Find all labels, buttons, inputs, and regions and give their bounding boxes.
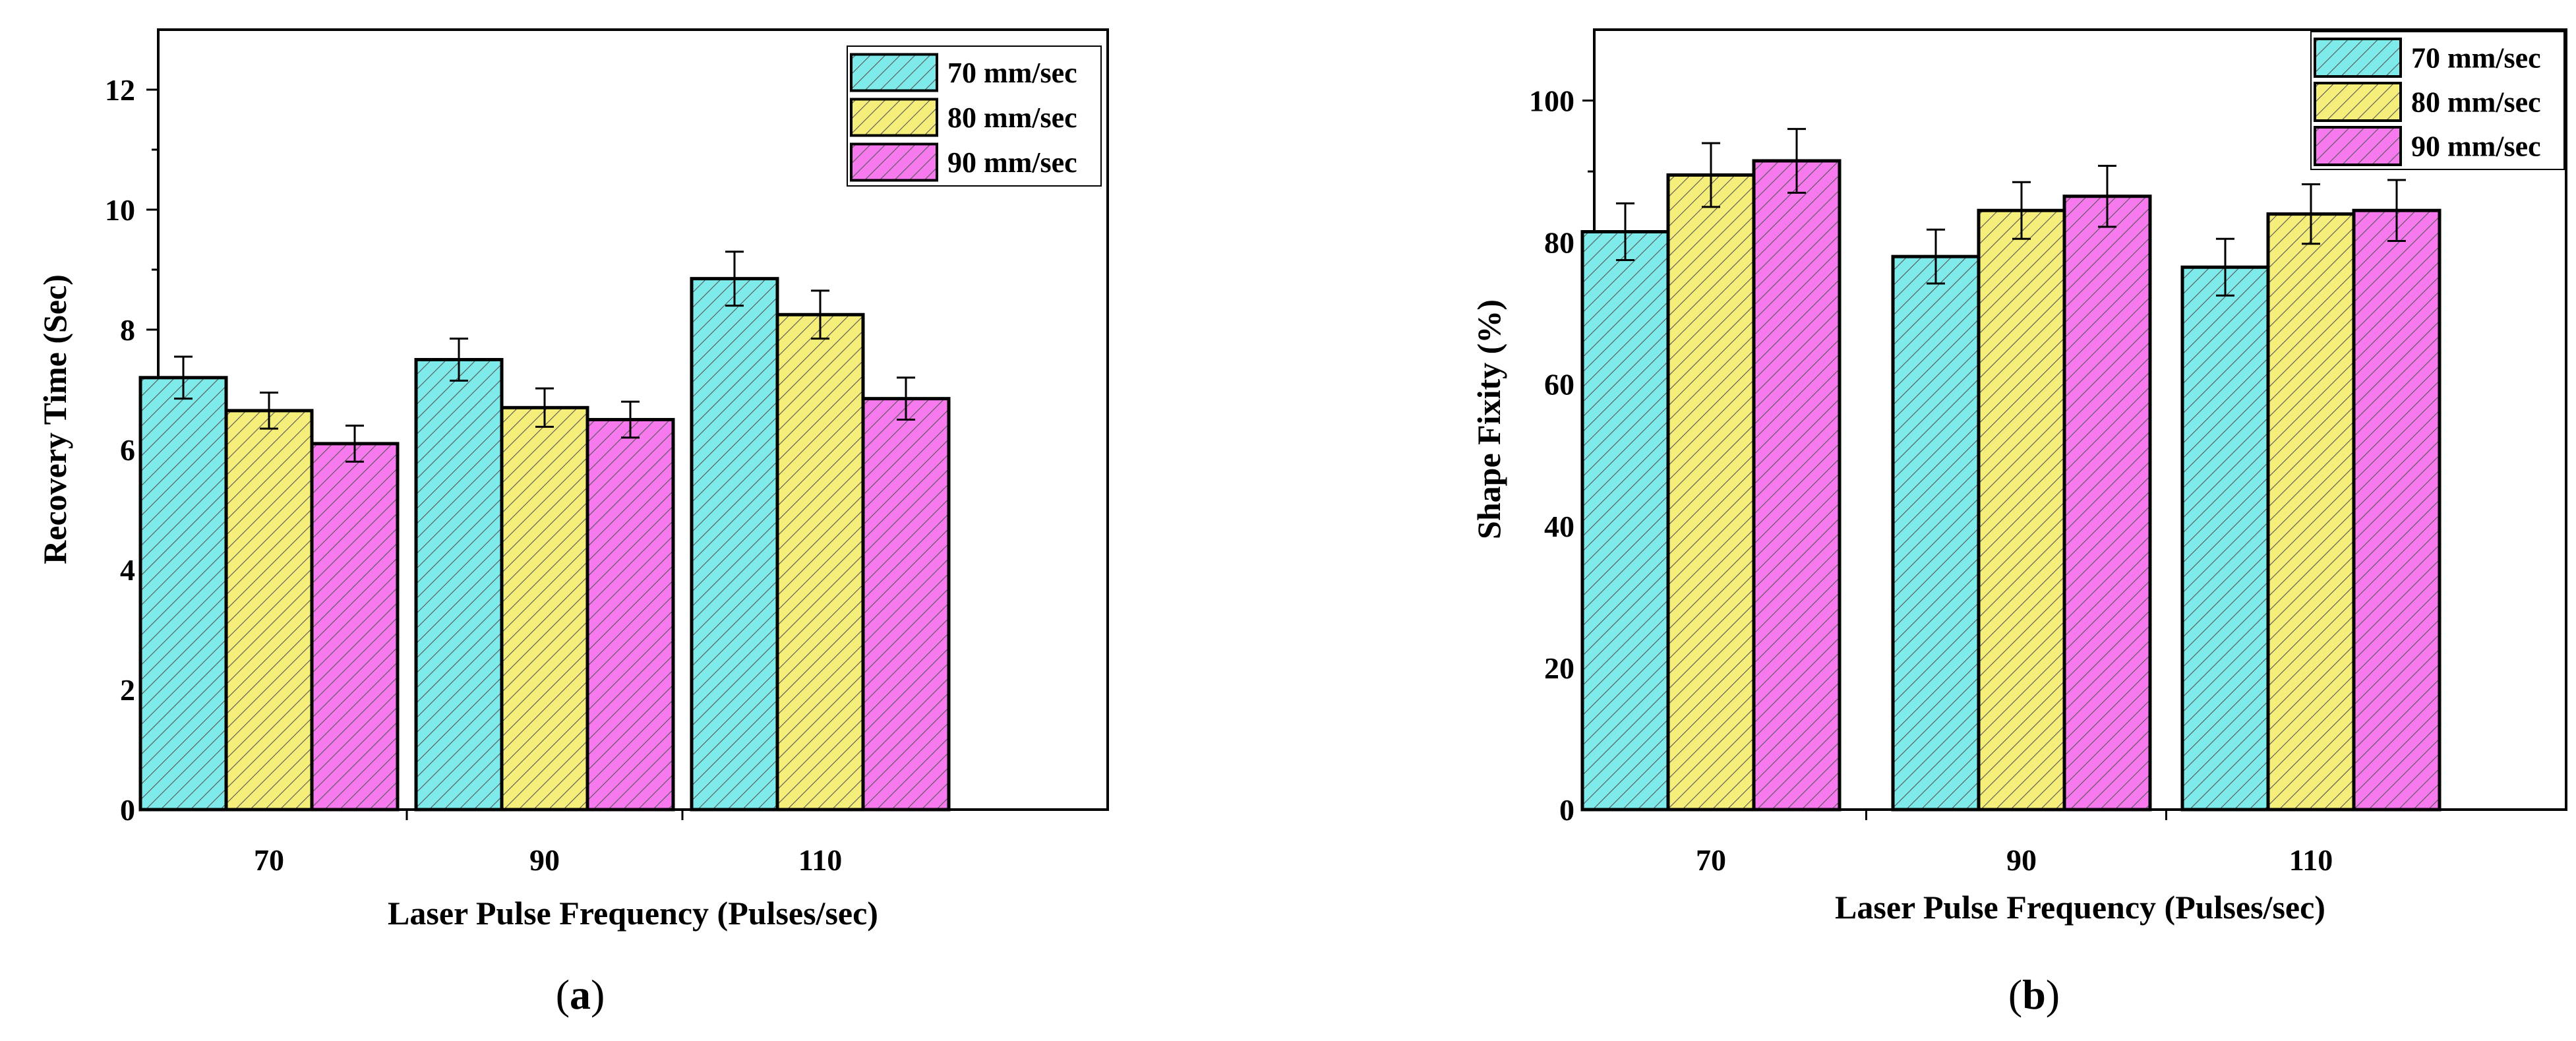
panel-a-error-bar — [621, 400, 640, 439]
panel-b-x-category-label: 70 — [1696, 843, 1726, 877]
panel-a-legend-swatch — [850, 142, 938, 182]
panel-a-x-category-label: 90 — [529, 843, 560, 877]
panel-a-y-tick-label: 10 — [105, 193, 135, 227]
panel-b-y-tick-label: 100 — [1529, 84, 1574, 118]
panel-b-legend-swatch — [2314, 126, 2402, 166]
panel-b-bar — [2354, 210, 2440, 810]
panel-a-bar — [416, 359, 502, 810]
panel-b-y-tick-label: 60 — [1544, 368, 1574, 402]
panel-b-error-bar — [2098, 164, 2116, 228]
panel-b-bar — [1893, 256, 1979, 810]
panel-b-x-category-label: 90 — [2006, 843, 2037, 877]
panel-b-error-bar — [1616, 202, 1634, 262]
panel-b-error-bar — [2216, 237, 2234, 297]
panel-b-bar — [1754, 160, 1840, 810]
panel-a-bar — [587, 419, 673, 810]
panel-b-legend-label: 90 mm/sec — [2411, 131, 2541, 163]
panel-a-bar — [312, 443, 398, 810]
panel-b-y-tick-label: 40 — [1544, 510, 1574, 543]
panel-b-error-bar — [1787, 128, 1806, 194]
panel-a-legend-label: 70 mm/sec — [947, 57, 1077, 89]
panel-a-x-axis-title: Laser Pulse Frequency (Pulses/sec) — [388, 895, 878, 932]
panel-b-error-bar — [1702, 142, 1720, 208]
panel-a-bar — [863, 398, 949, 810]
panel-b-x-axis-title: Laser Pulse Frequency (Pulses/sec) — [1835, 889, 2325, 926]
panel-a-y-tick-label: 6 — [120, 433, 135, 467]
panel-b-bar — [1979, 210, 2064, 810]
panel-a-legend-label: 90 mm/sec — [947, 146, 1077, 179]
panel-a-error-bar — [811, 289, 829, 340]
panel-b-legend-label: 70 mm/sec — [2411, 42, 2541, 74]
panel-a-legend-swatch — [850, 53, 938, 92]
panel-b-bar — [2064, 196, 2150, 810]
panel-a-bar — [777, 314, 863, 810]
panel-b-error-bar — [1927, 228, 1945, 285]
panel-b-chart: 0 20 40 60 80 100 70 90 110 70 mm/sec 80 mm/sec 90 … — [1470, 28, 2567, 1018]
panel-a-bar — [226, 410, 312, 810]
panel-b-marks: 0 20 40 60 80 100 70 90 110 70 mm/sec 80 mm/sec 90 … — [1529, 31, 2565, 877]
panel-a-error-bar — [450, 338, 468, 382]
panel-a-y-tick-label: 8 — [120, 313, 135, 347]
panel-a-bar — [692, 278, 777, 810]
panel-a-bar — [140, 377, 226, 810]
panel-b-caption: (b) — [2008, 971, 2060, 1018]
panel-b-legend-swatch — [2314, 82, 2402, 122]
panel-b-bar — [2268, 214, 2354, 810]
panel-b-bar — [1582, 231, 1668, 810]
panel-a-error-bar — [260, 392, 278, 430]
panel-b-legend-label: 80 mm/sec — [2411, 86, 2541, 119]
panel-a-error-bar — [535, 387, 554, 428]
panel-b-y-tick-label: 20 — [1544, 651, 1574, 685]
panel-a-legend-swatch — [850, 98, 938, 137]
panel-a-error-bar — [725, 251, 744, 307]
panel-a-legend-label: 80 mm/sec — [947, 102, 1077, 134]
panel-b-x-category-label: 110 — [2289, 843, 2333, 877]
panel-b-y-axis-title: Shape Fixity (%) — [1470, 299, 1507, 539]
panel-b-error-bar — [2302, 183, 2320, 245]
panel-a-bar — [502, 407, 587, 810]
panel-a-y-tick-label: 12 — [105, 73, 135, 107]
panel-b-y-tick-label: 80 — [1544, 226, 1574, 260]
panel-b-error-bar — [2387, 179, 2406, 242]
panel-b-error-bar — [2012, 181, 2031, 240]
panel-a-x-category-label: 70 — [254, 843, 284, 877]
panel-a-marks: 0 2 4 6 8 10 12 70 90 110 70 mm/sec 80 mm/sec 90 mm/… — [105, 45, 1102, 877]
panel-b-legend-swatch — [2314, 38, 2402, 78]
panel-a-caption: (a) — [556, 971, 605, 1018]
panel-a-y-tick-label: 4 — [120, 553, 135, 587]
panel-a-y-tick-label: 0 — [120, 793, 135, 827]
panel-a-x-category-label: 110 — [798, 843, 842, 877]
panel-a-error-bar — [897, 376, 915, 421]
panel-a-chart: 0 2 4 6 8 10 12 70 90 110 70 mm/sec 80 mm/sec 90 mm/… — [36, 28, 1109, 1018]
panel-a-y-axis-title: Recovery Time (Sec) — [36, 274, 73, 564]
panel-b-y-tick-label: 0 — [1559, 793, 1574, 827]
panel-b-bar — [1668, 175, 1754, 810]
panel-a-error-bar — [174, 355, 193, 400]
panel-a-legend: 70 mm/sec 80 mm/sec 90 mm/sec — [847, 45, 1102, 187]
panel-a-error-bar — [345, 425, 364, 463]
panel-a-y-tick-label: 2 — [120, 673, 135, 707]
panel-b-legend: 70 mm/sec 80 mm/sec 90 mm/sec — [2310, 31, 2565, 170]
panel-b-bar — [2182, 267, 2268, 810]
